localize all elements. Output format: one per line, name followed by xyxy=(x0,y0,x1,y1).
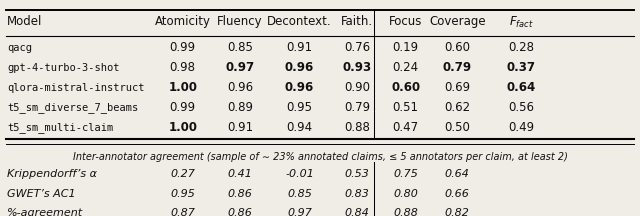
Text: Coverage: Coverage xyxy=(429,15,486,28)
Text: 0.50: 0.50 xyxy=(444,121,470,135)
Text: 0.85: 0.85 xyxy=(287,189,312,199)
Text: 0.91: 0.91 xyxy=(287,41,312,54)
Text: 0.19: 0.19 xyxy=(392,41,419,54)
Text: 0.79: 0.79 xyxy=(344,101,370,114)
Text: Inter-annotator agreement (sample of ∼ 23% annotated claims, ≤ 5 annotators per : Inter-annotator agreement (sample of ∼ 2… xyxy=(72,152,568,162)
Text: 0.49: 0.49 xyxy=(508,121,534,135)
Text: 0.64: 0.64 xyxy=(506,81,536,94)
Text: 0.85: 0.85 xyxy=(227,41,253,54)
Text: 0.28: 0.28 xyxy=(508,41,534,54)
Text: Focus: Focus xyxy=(389,15,422,28)
Text: 0.89: 0.89 xyxy=(227,101,253,114)
Text: 0.53: 0.53 xyxy=(344,169,369,179)
Text: %-agreement: %-agreement xyxy=(7,208,83,216)
Text: 0.82: 0.82 xyxy=(445,208,470,216)
Text: $\mathit{F}_{fact}$: $\mathit{F}_{fact}$ xyxy=(509,15,534,30)
Text: -0.01: -0.01 xyxy=(285,169,314,179)
Text: qacg: qacg xyxy=(7,43,32,53)
Text: 0.86: 0.86 xyxy=(228,208,253,216)
Text: t5_sm_diverse_7_beams: t5_sm_diverse_7_beams xyxy=(7,102,138,113)
Text: 0.24: 0.24 xyxy=(392,61,419,74)
Text: 1.00: 1.00 xyxy=(168,81,197,94)
Text: 0.93: 0.93 xyxy=(342,61,372,74)
Text: 0.69: 0.69 xyxy=(444,81,470,94)
Text: Fluency: Fluency xyxy=(218,15,263,28)
Text: t5_sm_multi-claim: t5_sm_multi-claim xyxy=(7,122,113,133)
Text: Faith.: Faith. xyxy=(341,15,373,28)
Text: 0.27: 0.27 xyxy=(170,169,195,179)
Text: 0.56: 0.56 xyxy=(508,101,534,114)
Text: 0.51: 0.51 xyxy=(392,101,419,114)
Text: 0.83: 0.83 xyxy=(344,189,369,199)
Text: 0.96: 0.96 xyxy=(285,61,314,74)
Text: 0.99: 0.99 xyxy=(170,101,196,114)
Text: 0.79: 0.79 xyxy=(443,61,472,74)
Text: 0.97: 0.97 xyxy=(226,61,255,74)
Text: Krippendorff’s α: Krippendorff’s α xyxy=(7,169,97,179)
Text: Atomicity: Atomicity xyxy=(155,15,211,28)
Text: 0.98: 0.98 xyxy=(170,61,196,74)
Text: GWET’s AC1: GWET’s AC1 xyxy=(7,189,76,199)
Text: 0.84: 0.84 xyxy=(344,208,369,216)
Text: Model: Model xyxy=(7,15,42,28)
Text: 1.00: 1.00 xyxy=(168,121,197,135)
Text: 0.76: 0.76 xyxy=(344,41,370,54)
Text: 0.94: 0.94 xyxy=(287,121,312,135)
Text: Decontext.: Decontext. xyxy=(268,15,332,28)
Text: 0.87: 0.87 xyxy=(170,208,195,216)
Text: 0.64: 0.64 xyxy=(445,169,470,179)
Text: 0.91: 0.91 xyxy=(227,121,253,135)
Text: 0.80: 0.80 xyxy=(393,189,418,199)
Text: 0.96: 0.96 xyxy=(285,81,314,94)
Text: 0.86: 0.86 xyxy=(228,189,253,199)
Text: 0.66: 0.66 xyxy=(445,189,470,199)
Text: 0.88: 0.88 xyxy=(393,208,418,216)
Text: 0.62: 0.62 xyxy=(444,101,470,114)
Text: 0.37: 0.37 xyxy=(507,61,536,74)
Text: 0.99: 0.99 xyxy=(170,41,196,54)
Text: 0.90: 0.90 xyxy=(344,81,370,94)
Text: 0.75: 0.75 xyxy=(393,169,418,179)
Text: 0.95: 0.95 xyxy=(170,189,195,199)
Text: 0.60: 0.60 xyxy=(391,81,420,94)
Text: qlora-mistral-instruct: qlora-mistral-instruct xyxy=(7,83,145,93)
Text: 0.97: 0.97 xyxy=(287,208,312,216)
Text: 0.41: 0.41 xyxy=(228,169,253,179)
Text: 0.60: 0.60 xyxy=(444,41,470,54)
Text: gpt-4-turbo-3-shot: gpt-4-turbo-3-shot xyxy=(7,63,120,73)
Text: 0.88: 0.88 xyxy=(344,121,370,135)
Text: 0.95: 0.95 xyxy=(287,101,312,114)
Text: 0.47: 0.47 xyxy=(392,121,419,135)
Text: 0.96: 0.96 xyxy=(227,81,253,94)
